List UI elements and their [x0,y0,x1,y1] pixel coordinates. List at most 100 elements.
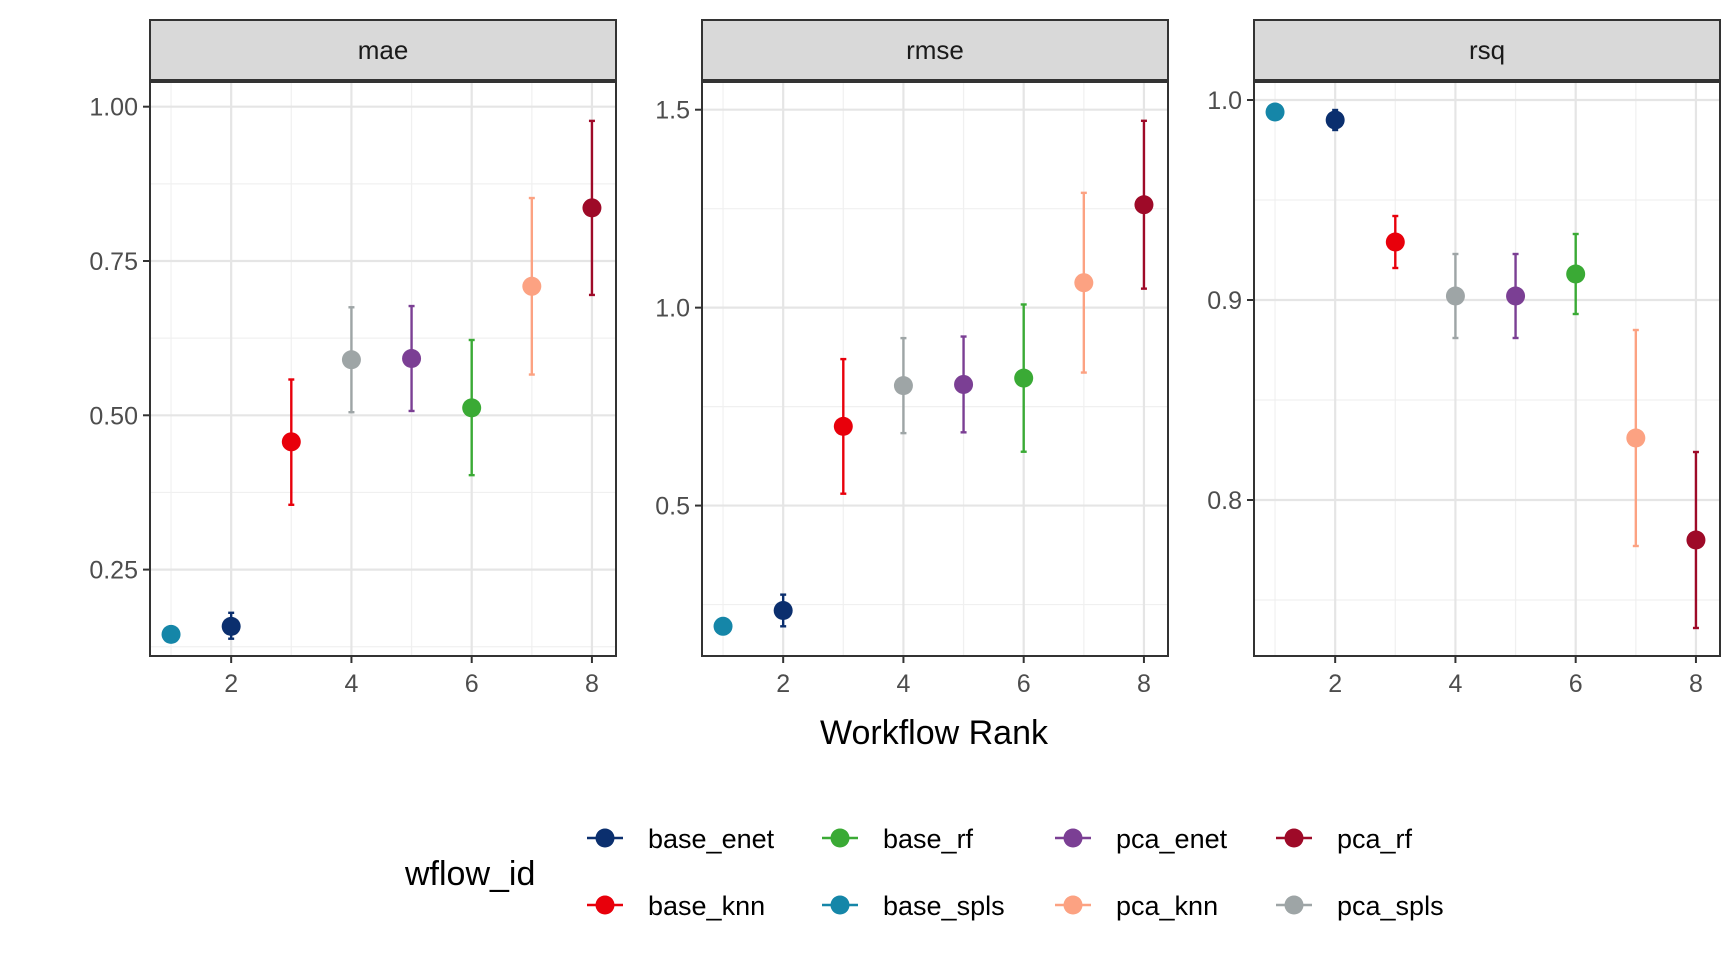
y-tick-label: 1.0 [655,295,690,323]
y-tick-label: 1.5 [655,97,690,125]
y-tick-label: 0.9 [1207,287,1242,315]
point-base_rf [1014,303,1034,453]
facet-strip [149,19,617,81]
legend-label: pca_knn [1116,891,1218,921]
legend-key-point [1284,895,1304,915]
facet-strip-label: rmse [906,35,964,65]
legend-item-pca_spls: pca_spls [1276,891,1444,921]
legend-item-base_rf: base_rf [822,824,974,854]
legend-key-point [830,895,850,915]
panel-background [702,82,1168,656]
x-tick-label: 4 [1448,670,1462,698]
point-base_rf [462,338,482,477]
x-axis-title: Workflow Rank [820,714,1049,752]
point-base_rf [1566,232,1586,316]
legend-label: base_spls [883,891,1005,921]
point-base_enet [221,611,241,640]
point-pca_spls [893,336,913,435]
x-tick-label: 2 [1328,670,1342,698]
legend-label: pca_enet [1116,824,1228,854]
panel-background [1254,82,1720,656]
legend-label: pca_rf [1337,824,1413,854]
data-point [1014,368,1034,388]
data-point [893,376,913,396]
legend-item-pca_enet: pca_enet [1055,824,1228,854]
point-base_enet [773,593,793,628]
facet-strip-label: rsq [1469,35,1505,65]
legend-item-base_spls: base_spls [822,891,1005,921]
data-point [954,374,974,394]
point-base_enet [1325,108,1345,132]
data-point [462,398,482,418]
point-pca_spls [341,306,361,414]
legend-key-point [1063,895,1083,915]
point-pca_rf [582,119,602,297]
y-tick-label: 1.0 [1207,87,1242,115]
data-point [1686,530,1706,550]
x-tick-label: 8 [1689,670,1703,698]
data-point [341,350,361,370]
legend-key-point [830,828,850,848]
legend-item-base_knn: base_knn [587,891,765,921]
legend-label: pca_spls [1337,891,1444,921]
y-tick-label: 1.00 [89,94,138,122]
legend-title: wflow_id [404,855,535,893]
legend-item-pca_knn: pca_knn [1055,891,1218,921]
y-tick-label: 0.5 [655,493,690,521]
data-point [281,432,301,452]
panel-rsq: rsq 2 4 6 8 0.8 0.9 1.0 [1207,19,1721,698]
data-point [833,416,853,436]
legend-key-point [1284,828,1304,848]
data-point [522,276,542,296]
data-point [1566,264,1586,284]
data-point [161,624,181,644]
legend: wflow_id base_enet base_rf pca_enet pca_rfb… [404,824,1444,921]
point-base_spls [1265,102,1285,122]
panel-border [1253,81,1721,657]
data-point [1506,286,1526,306]
point-pca_rf [1686,450,1706,630]
point-base_spls [713,616,733,636]
point-pca_knn [1626,328,1646,548]
data-point [402,349,422,369]
y-tick-label: 0.8 [1207,487,1242,515]
point-base_spls [161,624,181,644]
x-tick-label: 6 [465,670,479,698]
x-tick-label: 2 [776,670,790,698]
x-tick-label: 4 [896,670,910,698]
data-point [773,600,793,620]
y-tick-label: 0.25 [89,557,138,585]
point-pca_knn [522,196,542,376]
point-base_knn [1385,214,1405,270]
x-tick-label: 8 [585,670,599,698]
x-tick-label: 4 [344,670,358,698]
point-pca_spls [1445,252,1465,340]
legend-label: base_rf [883,824,974,854]
data-point [1385,232,1405,252]
data-point [1134,195,1154,215]
data-point [1265,102,1285,122]
panel-mae: mae 2 4 6 8 0.25 0.50 0.75 1.00 [89,19,617,698]
panels: mae 2 4 6 8 0.25 0.50 0.75 1.00 rmse 2 4 6 8 0.5 1.0 1.5… [89,19,1721,698]
legend-key-point [595,895,615,915]
panel-background [150,82,616,656]
panel-border [701,81,1169,657]
point-pca_enet [1506,252,1526,340]
panel-border [149,81,617,657]
data-point [221,616,241,636]
legend-item-pca_rf: pca_rf [1276,824,1413,854]
point-pca_rf [1134,119,1154,290]
legend-label: base_enet [648,824,775,854]
facet-strip [1253,19,1721,81]
y-tick-label: 0.50 [89,402,138,430]
data-point [713,616,733,636]
data-point [1074,273,1094,293]
point-base_knn [281,378,301,506]
x-tick-label: 6 [1017,670,1031,698]
data-point [1445,286,1465,306]
facet-strip-label: mae [358,35,409,65]
facet-strip [701,19,1169,81]
data-point [582,198,602,218]
legend-key-point [1063,828,1083,848]
x-tick-label: 2 [224,670,238,698]
